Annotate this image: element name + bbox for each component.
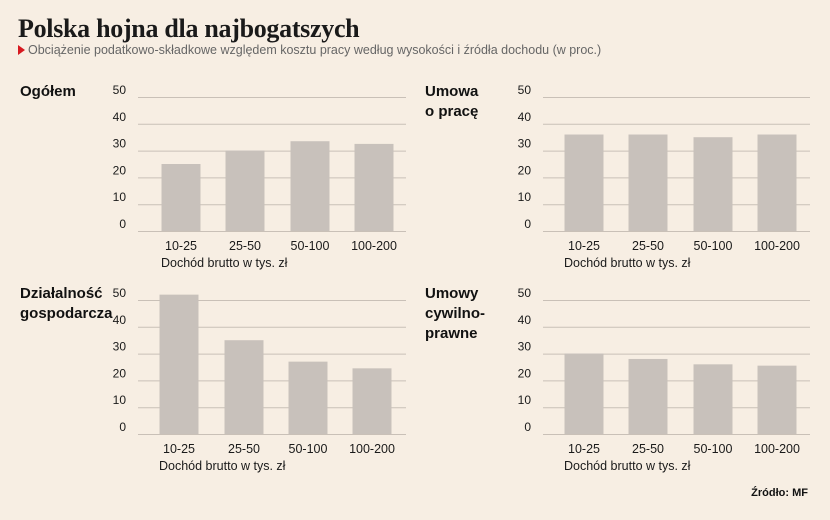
x-category-label: 100-200	[349, 442, 395, 456]
y-tick-label: 10	[518, 190, 532, 204]
x-axis-title: Dochód brutto w tys. zł	[161, 256, 288, 270]
chart-title: Polska hojna dla najbogatszych	[18, 14, 360, 43]
y-tick-label: 0	[524, 420, 531, 434]
chart-subtitle: Obciążenie podatkowo-składkowe względem …	[18, 42, 601, 58]
bar	[352, 368, 392, 434]
y-tick-label: 50	[518, 83, 532, 97]
y-tick-label: 0	[119, 217, 126, 231]
y-tick-label: 40	[518, 110, 532, 124]
y-tick-label: 10	[113, 393, 127, 407]
bar	[693, 137, 733, 231]
bar	[757, 365, 797, 434]
x-axis-title: Dochód brutto w tys. zł	[564, 459, 691, 473]
y-tick-label: 20	[518, 366, 532, 380]
bar	[564, 134, 604, 231]
y-tick-label: 10	[518, 393, 532, 407]
y-tick-label: 10	[113, 190, 127, 204]
x-category-label: 50-100	[694, 442, 733, 456]
x-axis-title: Dochód brutto w tys. zł	[564, 256, 691, 270]
panel-title-umowa-o-prace: Umowa o pracę	[425, 83, 479, 120]
y-tick-label: 40	[113, 313, 127, 327]
y-tick-label: 30	[518, 340, 532, 354]
x-category-label: 50-100	[694, 239, 733, 253]
x-category-label: 25-50	[632, 239, 664, 253]
bar	[757, 134, 797, 231]
bar	[225, 150, 265, 231]
x-category-label: 10-25	[165, 239, 197, 253]
y-tick-label: 0	[119, 420, 126, 434]
y-tick-label: 50	[113, 83, 127, 97]
bar	[288, 361, 328, 434]
y-tick-label: 30	[113, 137, 127, 151]
y-tick-label: 30	[113, 340, 127, 354]
bar	[224, 340, 264, 434]
x-category-label: 10-25	[568, 239, 600, 253]
x-category-label: 50-100	[289, 442, 328, 456]
x-axis-title: Dochód brutto w tys. zł	[159, 459, 286, 473]
x-category-label: 50-100	[291, 239, 330, 253]
x-category-label: 25-50	[229, 239, 261, 253]
x-category-label: 100-200	[351, 239, 397, 253]
red-triangle-icon	[18, 45, 25, 55]
bar	[159, 294, 199, 434]
x-category-label: 100-200	[754, 239, 800, 253]
bar	[693, 364, 733, 434]
y-tick-label: 20	[518, 163, 532, 177]
x-category-label: 10-25	[568, 442, 600, 456]
y-tick-label: 40	[518, 313, 532, 327]
source-note: Źródło: MF	[751, 487, 808, 499]
y-tick-label: 0	[524, 217, 531, 231]
panel-title-umowy-cywilnoprawne: Umowy cywilno- prawne	[425, 285, 486, 342]
y-tick-label: 50	[113, 286, 127, 300]
bar	[564, 353, 604, 434]
bar	[354, 143, 394, 231]
x-category-label: 100-200	[754, 442, 800, 456]
x-category-label: 25-50	[228, 442, 260, 456]
subtitle-text: Obciążenie podatkowo-składkowe względem …	[28, 43, 602, 57]
bar	[161, 164, 201, 231]
bar	[628, 134, 668, 231]
y-tick-label: 20	[113, 163, 127, 177]
bar	[628, 358, 668, 434]
bar	[290, 141, 330, 231]
x-category-label: 25-50	[632, 442, 664, 456]
y-tick-label: 40	[113, 110, 127, 124]
panel-title-dzialalnosc: Działalność gospodarcza	[20, 285, 113, 322]
y-tick-label: 20	[113, 366, 127, 380]
panel-title-ogolem: Ogółem	[20, 83, 76, 100]
y-tick-label: 30	[518, 137, 532, 151]
y-tick-label: 50	[518, 286, 532, 300]
x-category-label: 10-25	[163, 442, 195, 456]
